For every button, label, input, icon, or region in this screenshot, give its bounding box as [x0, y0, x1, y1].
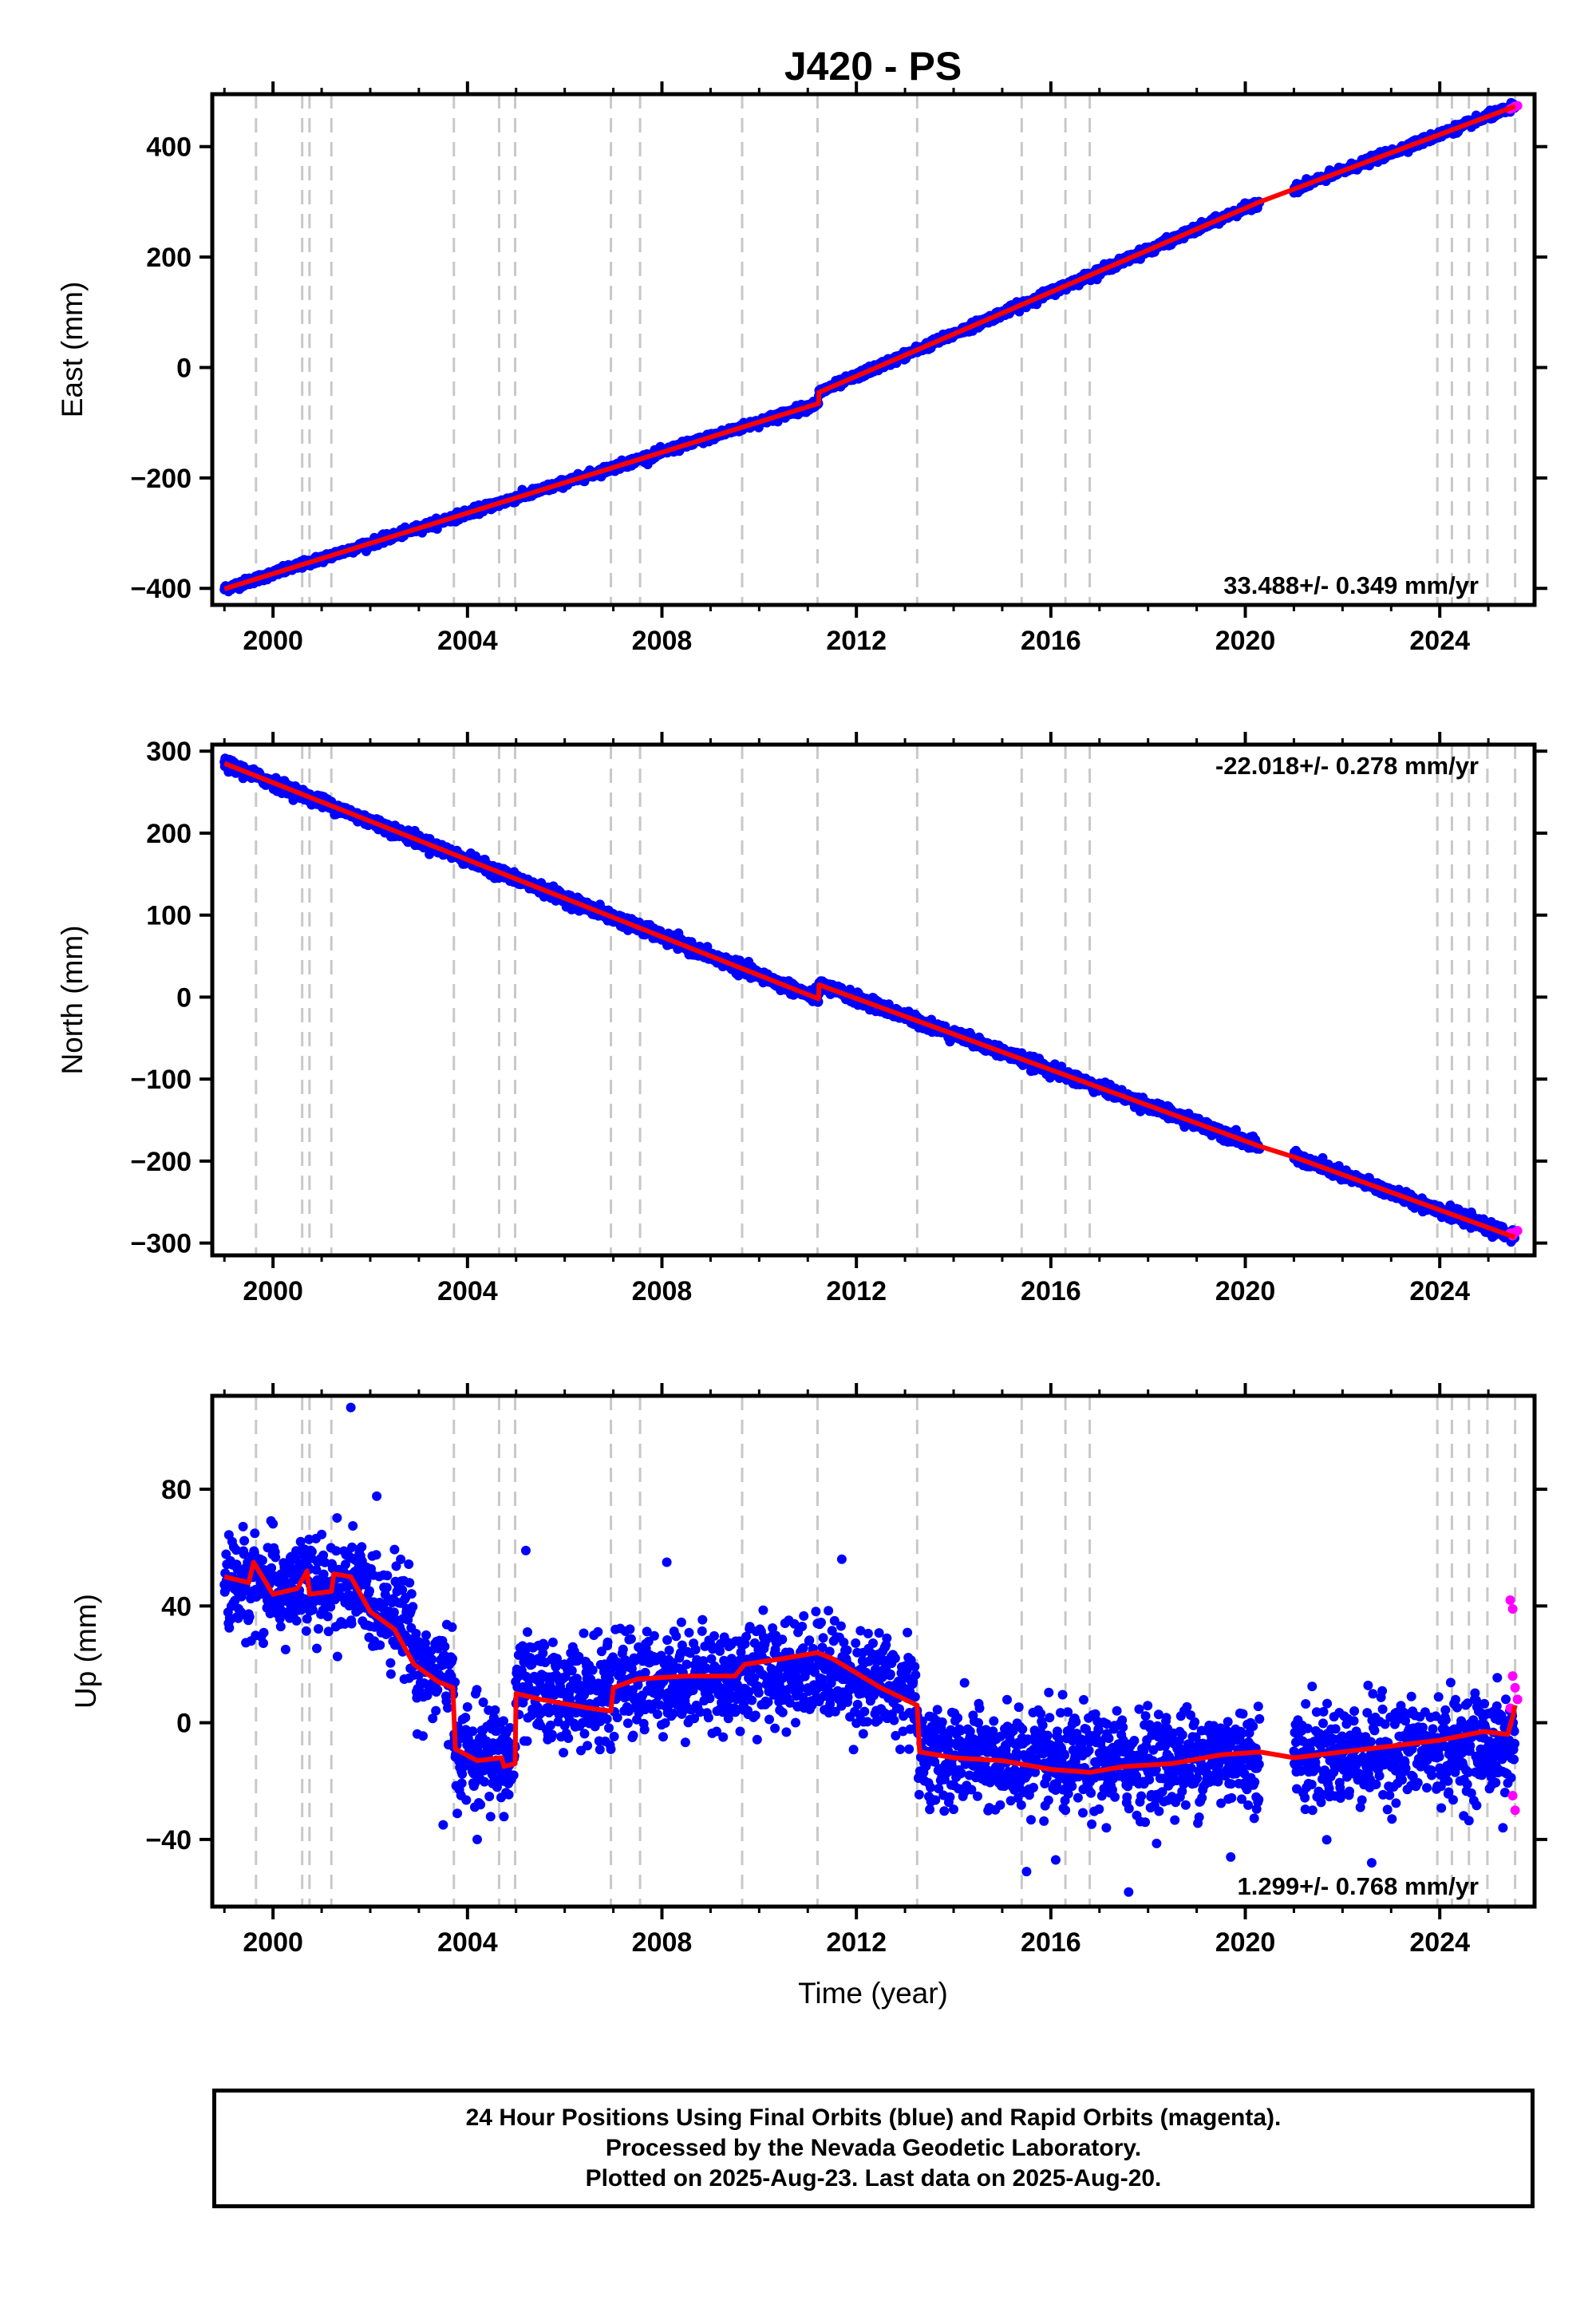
x-tick-label: 2008: [632, 626, 693, 656]
x-tick-label: 2016: [1021, 626, 1081, 656]
x-tick-label: 2024: [1409, 626, 1470, 656]
east-rate-label: 33.488+/- 0.349 mm/yr: [1223, 571, 1479, 599]
east-equipment-lines: [255, 94, 1517, 605]
y-tick-label: 400: [146, 132, 192, 163]
y-tick-label: 0: [176, 353, 192, 383]
east-y-axis-label: East (mm): [56, 282, 89, 418]
east-panel: 2000 2004 2008 2012 2016 2020 2024 −400 −200 0 200…: [56, 81, 1547, 656]
x-tick-label: 2000: [243, 626, 303, 656]
y-tick-label: −400: [130, 574, 192, 604]
north-panel: 2000 2004 2008 2012 2016 2020 2024−300−200−100…: [56, 732, 1547, 1306]
x-tick-label: 2004: [437, 626, 498, 656]
x-tick-label: 2012: [826, 626, 887, 656]
y-tick-label: 200: [146, 243, 192, 273]
chart-title: J420 - PS: [784, 44, 962, 89]
y-tick-label: −200: [130, 464, 192, 494]
x-tick-label: 2020: [1215, 626, 1276, 656]
